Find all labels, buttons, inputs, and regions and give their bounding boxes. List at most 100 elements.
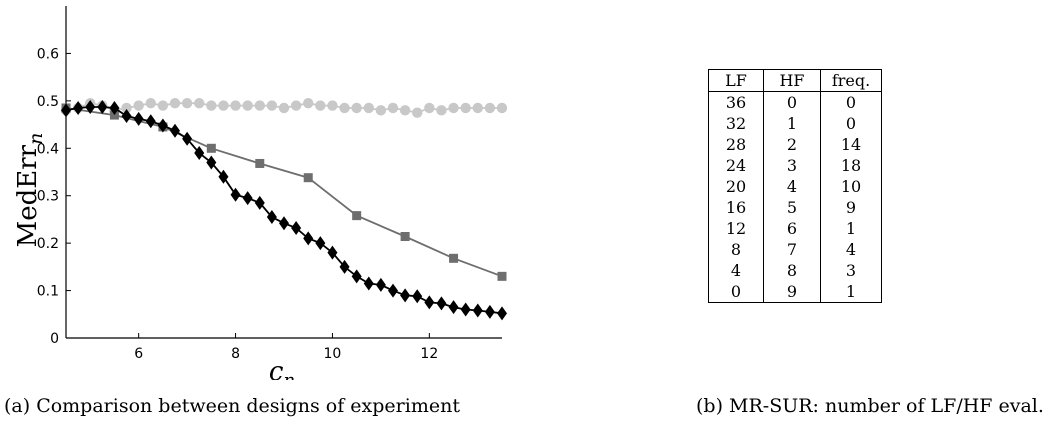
hf-cell: 5	[763, 197, 821, 218]
data-point	[61, 103, 71, 118]
hf-cell: 7	[763, 239, 821, 260]
chart-labels: MedErrn cn	[13, 133, 295, 380]
data-point	[424, 295, 435, 310]
data-point	[351, 269, 362, 284]
y-tick-label: 0.4	[37, 141, 59, 157]
data-point	[387, 102, 399, 114]
data-point	[121, 109, 132, 124]
data-point	[242, 100, 253, 111]
data-point	[194, 146, 205, 161]
lf-cell: 28	[708, 134, 764, 155]
data-point	[73, 100, 84, 115]
lf-cell: 20	[708, 176, 764, 197]
line-chart: 0 0.1 0.2 0.3 0.4 0.5 0.6 6 8 10 12 MedErrn cn	[13, 6, 508, 380]
data-point	[242, 191, 253, 206]
data-point	[448, 102, 459, 114]
data-point	[254, 195, 265, 210]
data-point	[339, 259, 350, 274]
x-axis-label: cn	[269, 357, 295, 380]
header-hf: HF	[763, 69, 821, 92]
data-point	[218, 169, 229, 184]
caption-a: (a) Comparison between designs of experi…	[4, 395, 460, 417]
data-point	[254, 100, 265, 111]
caption-b: (b) MR-SUR: number of LF/HF eval.	[696, 395, 1044, 417]
data-point	[157, 100, 169, 111]
data-point	[460, 102, 471, 114]
y-tick-label: 0.2	[37, 236, 59, 252]
series-line	[65, 106, 503, 315]
lf-cell: 12	[708, 218, 764, 239]
frequency-table: LF HF freq. 36 0 0 32 1 0 28 2 14 24 3 18 20 4 10 16 5 9 1…	[708, 69, 882, 303]
data-point	[449, 253, 459, 263]
data-point	[145, 98, 156, 109]
data-point	[133, 111, 144, 126]
x-tick-label: 12	[420, 346, 438, 362]
data-point	[399, 105, 411, 116]
data-point	[303, 173, 313, 183]
lf-cell: 8	[708, 239, 764, 260]
data-point	[291, 220, 302, 235]
data-point	[363, 102, 374, 114]
y-axis-label: MedErrn	[13, 133, 47, 248]
data-point	[460, 302, 471, 317]
data-point	[206, 143, 216, 153]
lf-cell: 0	[708, 281, 764, 303]
header-freq: freq.	[820, 69, 882, 92]
data-point	[424, 102, 435, 114]
series-line	[65, 107, 503, 278]
data-point	[303, 231, 314, 246]
hf-cell: 2	[763, 134, 821, 155]
data-point	[339, 102, 350, 114]
lf-cell: 36	[708, 91, 764, 113]
data-point	[400, 288, 411, 303]
data-point	[496, 102, 508, 114]
data-point	[400, 232, 410, 242]
x-tick-label: 6	[134, 346, 143, 362]
data-point	[327, 245, 338, 260]
table-row: 28 2 14	[708, 134, 882, 155]
data-point	[472, 303, 483, 318]
freq-cell: 4	[820, 239, 882, 260]
data-point	[412, 289, 423, 304]
data-point	[109, 100, 120, 115]
data-point	[315, 100, 326, 111]
y-tick-label: 0	[50, 331, 59, 347]
data-point	[315, 236, 326, 251]
hf-cell: 0	[763, 91, 821, 113]
data-point	[436, 296, 447, 311]
data-point	[157, 118, 168, 133]
table-row: 16 5 9	[708, 197, 882, 218]
data-point	[352, 211, 362, 221]
lf-cell: 16	[708, 197, 764, 218]
data-point	[230, 187, 241, 202]
data-point	[266, 210, 277, 225]
data-point	[266, 100, 278, 111]
data-point	[497, 271, 507, 281]
freq-cell: 14	[820, 134, 882, 155]
data-point	[290, 100, 302, 111]
freq-cell: 3	[820, 260, 882, 281]
hf-cell: 3	[763, 155, 821, 176]
data-point	[448, 300, 459, 315]
lf-cell: 32	[708, 113, 764, 134]
series-circle	[60, 98, 508, 118]
freq-cell: 0	[820, 113, 882, 134]
data-point	[218, 100, 229, 111]
freq-cell: 10	[820, 176, 882, 197]
data-point	[109, 110, 119, 120]
data-point	[327, 100, 338, 111]
freq-cell: 0	[820, 91, 882, 113]
data-point	[133, 100, 144, 111]
data-point	[484, 102, 496, 114]
header-lf: LF	[708, 69, 764, 92]
chart-series	[60, 98, 508, 321]
table-row: 36 0 0	[708, 91, 882, 113]
data-point	[278, 102, 290, 114]
hf-cell: 9	[763, 281, 821, 303]
data-point	[351, 102, 362, 114]
data-point	[85, 100, 96, 115]
table-row: 32 1 0	[708, 113, 882, 134]
data-point	[145, 114, 156, 129]
